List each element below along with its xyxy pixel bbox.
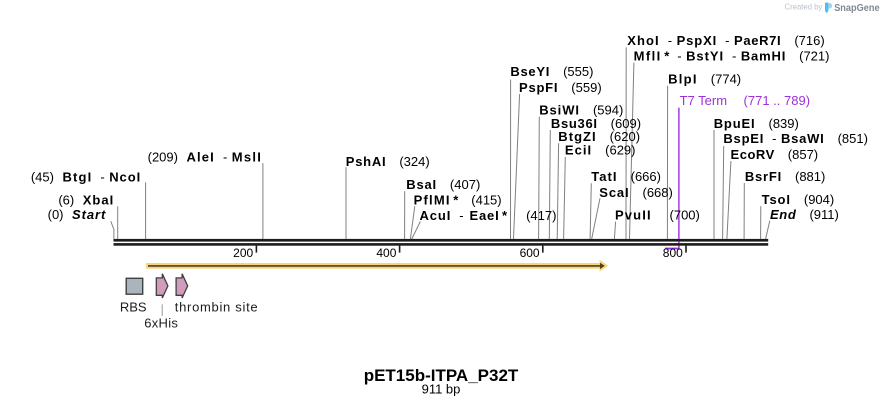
- svg-text:BspEI-BsaWI(851): BspEI - BsaWI (851): [723, 131, 868, 146]
- svg-text:BpuEI(839): BpuEI (839): [714, 116, 799, 131]
- svg-text:MflI*-BstYI-BamHI(721): MflI * - BstYI - BamHI (721): [634, 48, 830, 63]
- svg-text:ScaI(668): ScaI (668): [599, 185, 673, 200]
- svg-text:BlpI(774): BlpI (774): [668, 72, 741, 87]
- svg-text:BseYI(555): BseYI (555): [510, 64, 593, 79]
- svg-text:AcuI-EaeI*(417): AcuI - EaeI * (417): [420, 208, 557, 223]
- svg-text:EcoRV(857): EcoRV (857): [731, 147, 819, 162]
- svg-text:EciI(629): EciI (629): [565, 143, 636, 158]
- svg-text:Bsu36I(609): Bsu36I (609): [551, 116, 641, 131]
- svg-text:PflMI*(415): PflMI * (415): [414, 193, 502, 208]
- svg-text:PspFI(559): PspFI (559): [519, 80, 602, 95]
- svg-text:RBS: RBS: [120, 299, 147, 314]
- svg-text:PshAI(324): PshAI (324): [346, 154, 430, 169]
- svg-text:thrombin site: thrombin site: [175, 299, 259, 314]
- svg-text:T7 Term(771 .. 789): T7 Term (771 .. 789): [680, 93, 810, 108]
- svg-text:End(911): End (911): [770, 207, 839, 222]
- svg-text:pET15b-ITPA_P32T: pET15b-ITPA_P32T: [364, 366, 519, 385]
- svg-text:SnapGene: SnapGene: [834, 2, 880, 14]
- svg-text:911 bp: 911 bp: [422, 381, 461, 396]
- svg-text:400: 400: [376, 246, 396, 260]
- svg-text:XhoI-PspXI-PaeR7I(716): XhoI - PspXI - PaeR7I (716): [627, 33, 824, 48]
- svg-text:Created by: Created by: [785, 2, 823, 12]
- svg-text:(209)AleI-MslI: (209) AleI - MslI: [148, 149, 263, 164]
- svg-text:TatI(666): TatI (666): [591, 169, 661, 184]
- svg-text:BtgZI(620): BtgZI (620): [558, 129, 640, 144]
- svg-text:200: 200: [233, 246, 253, 260]
- svg-text:800: 800: [663, 246, 683, 260]
- svg-text:(0)Start: (0) Start: [48, 207, 107, 222]
- svg-text:(45)BtgI-NcoI: (45) BtgI - NcoI: [31, 170, 141, 185]
- svg-text:600: 600: [520, 246, 540, 260]
- svg-text:6xHis: 6xHis: [144, 315, 178, 330]
- svg-text:BsiWI(594): BsiWI (594): [539, 102, 623, 117]
- svg-text:BsaI(407): BsaI (407): [406, 177, 480, 192]
- svg-text:BsrFI(881): BsrFI (881): [745, 169, 825, 184]
- svg-text:TsoI(904): TsoI (904): [762, 192, 835, 207]
- svg-text:(6)XbaI: (6) XbaI: [58, 192, 114, 207]
- svg-text:PvuII(700): PvuII (700): [615, 207, 700, 222]
